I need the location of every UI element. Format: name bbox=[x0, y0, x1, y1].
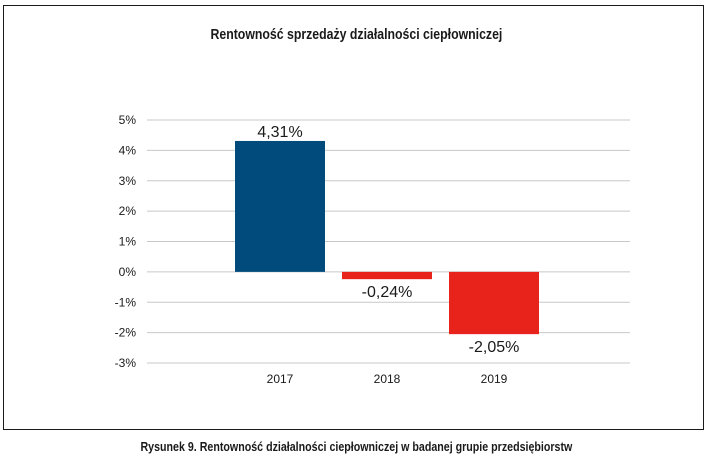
data-label: -2,05% bbox=[469, 339, 520, 356]
chart-title: Rentowność sprzedaży działalności ciepło… bbox=[210, 26, 503, 43]
bars bbox=[235, 140, 539, 335]
figure-caption: Rysunek 9. Rentowność działalności ciepł… bbox=[140, 439, 573, 454]
chart-frame bbox=[3, 5, 704, 430]
data-labels: 4,31% -0,24% -2,05% bbox=[257, 124, 519, 356]
y-tick-label: 1% bbox=[119, 235, 137, 249]
y-tick-label: 0% bbox=[119, 265, 137, 279]
x-tick-label: 2019 bbox=[481, 372, 508, 386]
y-tick-label: -1% bbox=[115, 295, 137, 309]
y-tick-label: 3% bbox=[119, 174, 137, 188]
y-tick-label: -2% bbox=[115, 326, 137, 340]
grid-lines bbox=[147, 119, 630, 364]
bar-2017 bbox=[235, 140, 325, 272]
y-tick-label: 2% bbox=[119, 204, 137, 218]
y-tick-label: -3% bbox=[115, 356, 137, 370]
x-tick-label: 2018 bbox=[374, 372, 401, 386]
y-tick-label: 5% bbox=[119, 113, 137, 127]
y-tick-labels: 5% 4% 3% 2% 1% 0% -1% -2% -3% bbox=[115, 113, 137, 370]
x-tick-labels: 2017 2018 2019 bbox=[267, 372, 508, 386]
data-label: -0,24% bbox=[362, 284, 413, 301]
x-tick-label: 2017 bbox=[267, 372, 294, 386]
bar-2018 bbox=[342, 271, 432, 280]
data-label: 4,31% bbox=[257, 124, 302, 141]
y-tick-label: 4% bbox=[119, 143, 137, 157]
bar-2019 bbox=[449, 271, 539, 335]
